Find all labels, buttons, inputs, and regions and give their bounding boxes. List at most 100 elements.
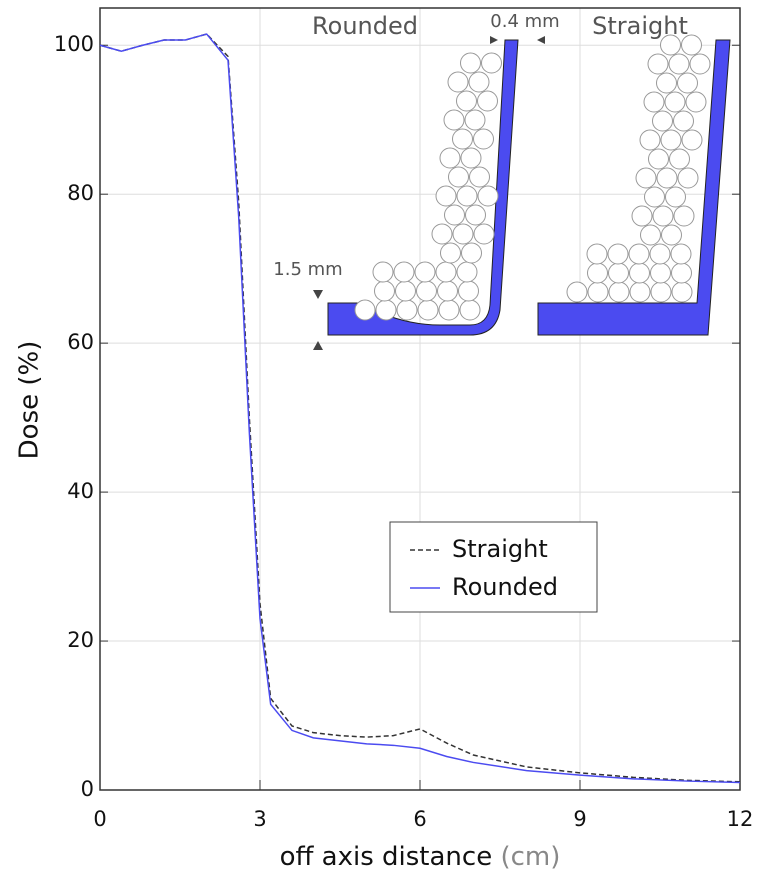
granule [671,262,692,284]
x-tick-label: 0 [93,807,106,831]
granule [464,109,486,131]
y-tick-label: 40 [67,479,94,503]
granule [681,34,702,56]
granule [652,110,673,132]
granule [465,204,486,226]
granule [639,129,661,151]
granule [452,223,474,245]
granule [431,223,453,245]
granule [671,281,693,303]
x-tick-label: 6 [413,807,426,831]
granule [677,72,698,94]
granule [629,262,650,284]
y-axis-label: Dose (%) [15,341,45,460]
granule [473,223,495,245]
granule [456,90,477,112]
granule [661,224,682,246]
granule [372,261,394,283]
granule [439,147,461,169]
granule [473,128,494,150]
annotation: Rounded [312,12,418,40]
granule [673,110,694,132]
granule [660,129,682,151]
granule [396,299,418,321]
granule [444,204,465,226]
legend-label: Straight [452,535,548,563]
granule [640,224,661,246]
x-axis-label: off axis distance (cm) [280,842,561,872]
granule [656,167,678,189]
granule [469,166,490,188]
granule [440,242,461,264]
granule [460,147,482,169]
annotation: 0.4 mm [490,11,559,32]
granule [643,91,665,113]
granule [468,71,490,93]
granule [681,129,703,151]
granule [456,185,478,207]
granule [416,280,437,302]
granule [650,262,671,284]
granule [635,167,657,189]
legend-label: Rounded [452,573,558,601]
granule [669,148,690,170]
granule [438,299,460,321]
granule [652,205,674,227]
granule [460,52,481,74]
granule [459,299,481,321]
granule [477,90,498,112]
y-tick-label: 100 [54,32,94,56]
x-tick-label: 12 [727,807,754,831]
granule [689,53,711,75]
granule [608,262,629,284]
granule [587,281,609,303]
granule [673,205,695,227]
granule [393,261,415,283]
granule [414,261,436,283]
plot-frame [99,7,741,791]
granule [644,186,665,208]
granule [447,71,469,93]
granule [458,280,479,302]
y-tick-label: 20 [67,628,94,652]
granule [677,167,699,189]
granule [670,243,692,265]
y-tick-label: 80 [67,181,94,205]
x-axis-label-text: off axis distance [280,842,493,872]
granule [665,186,686,208]
legend-box [389,521,598,613]
granule [629,281,651,303]
granule [437,280,458,302]
data-line [99,33,741,784]
granule [664,91,686,113]
granule [448,166,469,188]
granule [354,299,376,321]
x-tick-label: 9 [573,807,586,831]
granule [648,148,669,170]
granule [481,52,502,74]
granule [435,185,457,207]
granule [608,281,630,303]
granule [461,242,482,264]
x-tick-label: 3 [253,807,266,831]
granule [443,109,465,131]
granule [660,34,681,56]
granule [477,185,499,207]
granule [435,261,457,283]
rounded-cup [327,39,519,336]
granule [631,205,653,227]
granule [607,243,629,265]
straight-cup [537,39,731,336]
granule [395,280,416,302]
granule [649,243,671,265]
granule [456,261,478,283]
granule [650,281,672,303]
y-tick-label: 60 [67,330,94,354]
granule [668,53,690,75]
granule [586,243,608,265]
granule [375,299,397,321]
granule [566,281,588,303]
granule [452,128,473,150]
